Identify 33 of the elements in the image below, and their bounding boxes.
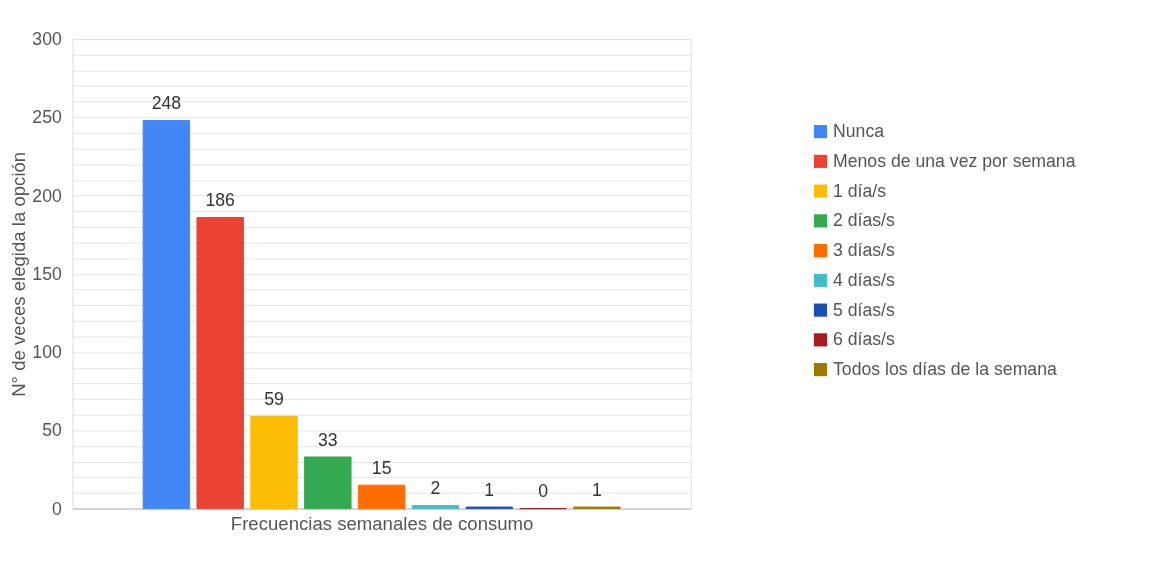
data-label: 186 <box>205 190 236 211</box>
data-label: 1 <box>591 479 602 500</box>
data-label: 59 <box>264 389 284 410</box>
y-tick-label: 200 <box>32 185 62 206</box>
y-tick-label: 0 <box>52 498 62 519</box>
data-label: 1 <box>484 479 495 500</box>
y-tick-label: 250 <box>32 107 62 128</box>
legend-label: 3 días/s <box>833 240 896 261</box>
legend-label: 2 días/s <box>833 210 896 231</box>
legend-label: 1 día/s <box>833 180 887 201</box>
legend-label: Nunca <box>833 121 885 142</box>
data-label: 248 <box>151 93 182 114</box>
y-tick-label: 50 <box>42 420 62 441</box>
y-axis-title: N° de veces elegida la opción <box>7 151 29 397</box>
bar <box>196 217 244 510</box>
bar <box>357 484 406 510</box>
x-axis-title: Frecuencias semanales de consumo <box>230 512 534 534</box>
bar <box>304 456 352 510</box>
legend-label: 4 días/s <box>833 269 896 290</box>
legend-label: Menos de una vez por semana <box>833 150 1076 171</box>
bar <box>142 120 191 510</box>
legend-label: 6 días/s <box>833 329 896 350</box>
legend-label: Todos los días de la semana <box>833 359 1057 380</box>
data-label: 0 <box>538 481 549 502</box>
y-tick-label: 150 <box>32 263 62 284</box>
data-label: 2 <box>430 478 441 499</box>
bar <box>411 505 460 510</box>
data-label: 33 <box>318 429 338 450</box>
y-tick-label: 100 <box>32 342 62 363</box>
bar <box>250 415 298 510</box>
legend-label: 5 días/s <box>833 299 896 320</box>
y-tick-label: 300 <box>32 29 62 50</box>
data-label: 15 <box>371 457 392 478</box>
